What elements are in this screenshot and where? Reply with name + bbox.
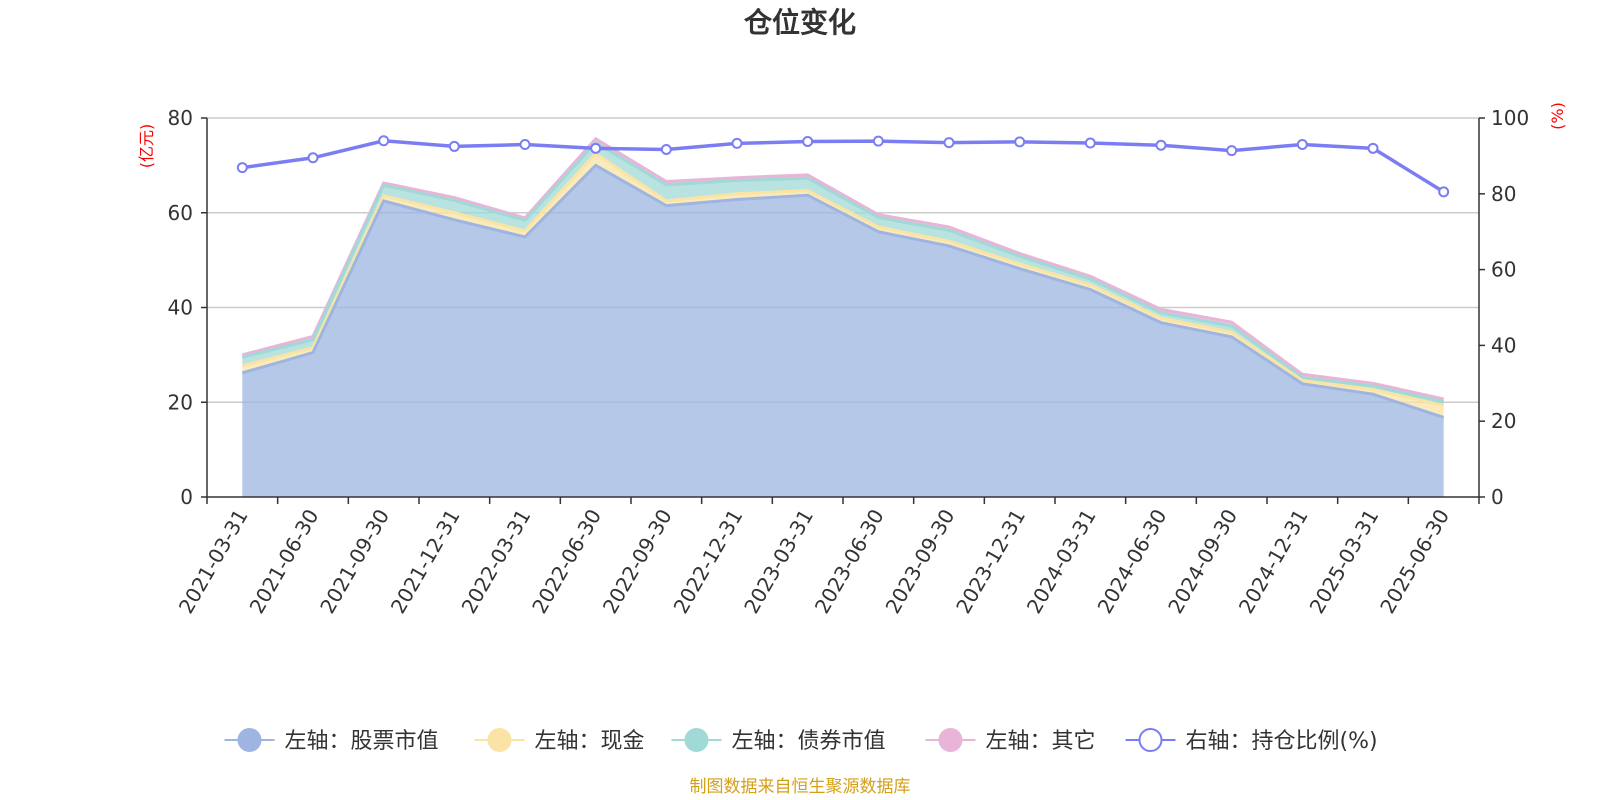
x-tick-label: 2022-12-31 bbox=[668, 505, 747, 618]
left-tick-label: 40 bbox=[168, 296, 193, 320]
ratio-point bbox=[519, 139, 531, 151]
area-edge-左轴：现金 bbox=[241, 151, 1444, 408]
x-tick-label: 2022-03-31 bbox=[456, 505, 535, 618]
ratio-point bbox=[1014, 136, 1026, 148]
area-edge-左轴：债券市值 bbox=[241, 140, 1444, 404]
ratio-point bbox=[1296, 139, 1308, 151]
legend-label: 右轴：持仓比例(%) bbox=[1186, 729, 1378, 754]
right-axis-unit: (%) bbox=[1548, 102, 1567, 130]
ratio-point bbox=[378, 135, 390, 147]
ratio-point bbox=[660, 143, 672, 155]
axes: 0 20 40 60 80 0 20 40 60 80 100 bbox=[168, 106, 1530, 509]
x-tick-label: 2024-09-30 bbox=[1163, 505, 1242, 618]
x-tick-label: 2023-09-30 bbox=[880, 505, 959, 618]
left-tick-label: 20 bbox=[168, 390, 193, 414]
ratio-line-path bbox=[242, 138, 1445, 194]
legend-item[interactable]: 左轴：现金 bbox=[474, 728, 645, 754]
x-tick-label: 2025-06-30 bbox=[1375, 505, 1454, 618]
ratio-point bbox=[1155, 139, 1167, 151]
ratio-point bbox=[307, 152, 319, 164]
ratio-point bbox=[1226, 145, 1238, 157]
left-tick-label: 60 bbox=[168, 201, 193, 225]
ratio-line bbox=[236, 135, 1450, 198]
x-tick-label: 2024-03-31 bbox=[1022, 505, 1101, 618]
legend[interactable]: 左轴：股票市值 左轴：现金 左轴：债券市值 左轴：其它 右轴：持仓比例(%) bbox=[224, 728, 1378, 754]
legend-label: 左轴：股票市值 bbox=[285, 729, 439, 754]
ratio-point bbox=[943, 137, 955, 149]
left-tick-label: 80 bbox=[168, 106, 193, 130]
x-axis-tick-labels: 2021-03-312021-06-302021-09-302021-12-31… bbox=[174, 505, 1454, 618]
ratio-point bbox=[236, 162, 248, 174]
x-tick-label: 2021-03-31 bbox=[174, 505, 253, 618]
ratio-point bbox=[802, 135, 814, 147]
right-tick-label: 100 bbox=[1491, 106, 1529, 130]
x-tick-label: 2025-03-31 bbox=[1304, 505, 1383, 618]
area-左轴：债券市值 bbox=[242, 142, 1444, 406]
ratio-point bbox=[731, 137, 743, 149]
x-tick-label: 2024-06-30 bbox=[1092, 505, 1171, 618]
legend-marker bbox=[487, 728, 512, 752]
legend-marker bbox=[237, 728, 262, 752]
legend-marker bbox=[1138, 728, 1163, 752]
x-tick-label: 2024-12-31 bbox=[1234, 505, 1313, 618]
right-tick-label: 20 bbox=[1491, 409, 1516, 433]
x-tick-label: 2021-12-31 bbox=[386, 505, 465, 618]
ratio-point bbox=[872, 135, 884, 147]
right-tick-label: 60 bbox=[1491, 258, 1516, 282]
source-note: 制图数据来自恒生聚源数据库 bbox=[690, 777, 911, 797]
left-tick-label: 0 bbox=[180, 485, 193, 509]
legend-item[interactable]: 左轴：股票市值 bbox=[224, 728, 439, 754]
legend-item[interactable]: 左轴：债券市值 bbox=[671, 728, 886, 754]
ratio-point bbox=[590, 142, 602, 154]
area-edge-左轴：其它 bbox=[241, 136, 1444, 401]
legend-marker bbox=[938, 728, 963, 752]
x-tick-label: 2021-09-30 bbox=[315, 505, 394, 618]
stacked-areas bbox=[241, 136, 1445, 497]
legend-marker bbox=[684, 728, 709, 752]
x-tick-label: 2022-09-30 bbox=[598, 505, 677, 618]
legend-item[interactable]: 右轴：持仓比例(%) bbox=[1125, 728, 1378, 754]
x-tick-label: 2021-06-30 bbox=[244, 505, 323, 618]
x-tick-label: 2022-06-30 bbox=[527, 505, 606, 618]
legend-label: 左轴：现金 bbox=[535, 729, 645, 754]
right-tick-label: 0 bbox=[1491, 485, 1504, 509]
chart-title: 仓位变化 bbox=[744, 6, 856, 39]
ratio-point bbox=[1367, 142, 1379, 154]
ratio-point bbox=[448, 140, 460, 152]
left-axis-unit: (亿元) bbox=[137, 124, 156, 169]
legend-label: 左轴：债券市值 bbox=[732, 729, 886, 754]
x-tick-label: 2023-06-30 bbox=[810, 505, 889, 618]
ratio-point bbox=[1438, 186, 1450, 198]
legend-label: 左轴：其它 bbox=[986, 729, 1096, 754]
ratio-point bbox=[1084, 137, 1096, 149]
right-tick-label: 80 bbox=[1491, 182, 1516, 206]
area-edge-左轴：股票市值 bbox=[241, 163, 1445, 419]
legend-item[interactable]: 左轴：其它 bbox=[925, 728, 1096, 754]
right-tick-label: 40 bbox=[1491, 333, 1516, 357]
area-左轴：股票市值 bbox=[242, 165, 1444, 497]
x-tick-label: 2023-03-31 bbox=[739, 505, 818, 618]
x-tick-label: 2023-12-31 bbox=[951, 505, 1030, 618]
